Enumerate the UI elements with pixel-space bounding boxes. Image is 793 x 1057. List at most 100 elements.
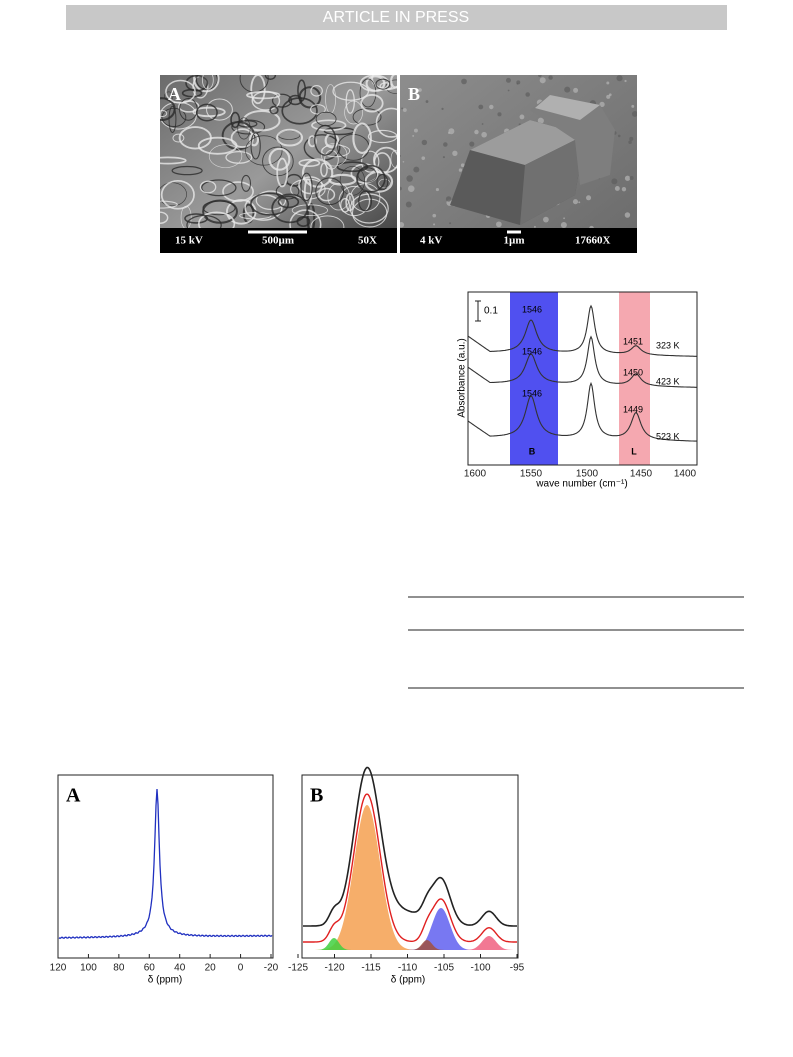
texture (375, 78, 391, 90)
texture (611, 178, 618, 185)
panel-label: B (408, 84, 420, 104)
texture (315, 177, 345, 206)
peak-label: 1546 (522, 346, 542, 356)
texture (481, 123, 484, 125)
texture (516, 82, 519, 85)
magnification: 50X (358, 235, 377, 247)
texture (433, 223, 436, 226)
panel-label: B (310, 785, 323, 807)
magnification: 17660X (575, 235, 611, 247)
texture (300, 172, 313, 202)
x-axis-label: δ (ppm) (148, 975, 182, 986)
texture (621, 187, 627, 192)
texture (401, 107, 404, 110)
voltage: 15 kV (175, 235, 203, 247)
peak-label: 1451 (623, 336, 643, 346)
x-tick-label: -125 (288, 963, 308, 974)
texture (230, 111, 241, 129)
texture (402, 108, 407, 112)
texture (585, 195, 592, 201)
texture (373, 152, 392, 175)
texture (171, 165, 203, 176)
x-tick-label: 1600 (464, 469, 487, 480)
texture (179, 97, 198, 121)
texture (318, 187, 336, 202)
texture (628, 140, 632, 145)
texture (208, 144, 243, 168)
texture (418, 88, 422, 92)
texture (202, 199, 238, 224)
texture (548, 75, 553, 80)
texture (201, 179, 237, 197)
spectrum (468, 381, 697, 442)
texture (441, 107, 444, 111)
texture (435, 187, 440, 192)
texture (327, 182, 350, 211)
texture (231, 119, 266, 135)
x-tick-label: 40 (174, 963, 186, 974)
banner-text: ARTICLE IN PRESS (323, 9, 469, 26)
texture (560, 221, 567, 229)
temperature: 423 K (656, 376, 680, 386)
texture (624, 79, 627, 83)
texture (178, 126, 212, 150)
peak-label: 1546 (522, 388, 542, 398)
texture (400, 221, 405, 228)
texture (239, 212, 272, 220)
texture (275, 183, 300, 200)
sem-panel-a: A 15 kV 500µm 50X (160, 75, 397, 253)
texture (481, 131, 487, 138)
envelope (303, 793, 517, 943)
panel-label: A (168, 84, 181, 104)
texture (572, 199, 579, 205)
x-tick-label: 1550 (520, 469, 543, 480)
texture (320, 162, 328, 178)
texture (276, 157, 289, 188)
sem-panel-b: B 4 kV 1µm 17660X (400, 75, 637, 253)
texture (497, 112, 502, 117)
texture (298, 158, 321, 168)
texture (324, 149, 339, 170)
texture (237, 120, 258, 128)
texture (360, 94, 384, 113)
texture (631, 110, 637, 117)
texture (264, 75, 277, 80)
component (303, 805, 517, 950)
texture (402, 160, 405, 163)
texture (160, 200, 178, 209)
texture (525, 92, 530, 97)
texture (533, 225, 536, 228)
texture (449, 222, 452, 225)
panel-label: A (66, 785, 81, 807)
texture (390, 149, 397, 168)
texture (432, 213, 437, 218)
texture (199, 180, 217, 194)
texture (250, 192, 290, 216)
texture (629, 136, 634, 141)
texture (160, 182, 187, 207)
x-tick-label: -95 (510, 963, 525, 974)
texture (538, 75, 542, 78)
x-tick-label: 0 (238, 963, 244, 974)
texture (385, 79, 397, 94)
spectrum (468, 335, 697, 388)
spectrum (468, 304, 697, 357)
x-tick-label: 1500 (576, 469, 599, 480)
texture (563, 217, 565, 220)
texture (400, 186, 402, 191)
banner (66, 5, 727, 30)
x-tick-label: 20 (205, 963, 217, 974)
texture (193, 75, 220, 93)
band-label: B (529, 446, 536, 456)
texture (564, 86, 571, 93)
texture (361, 150, 380, 173)
x-tick-label: -20 (264, 963, 279, 974)
texture (629, 176, 634, 180)
texture (478, 104, 484, 110)
texture (315, 111, 337, 127)
texture (606, 94, 611, 99)
nmr-panel-b: B δ (ppm) -125 -120 -115 -110 -105 -100 -95 (288, 766, 525, 986)
texture (421, 139, 428, 146)
texture (390, 75, 397, 89)
texture (328, 173, 357, 186)
